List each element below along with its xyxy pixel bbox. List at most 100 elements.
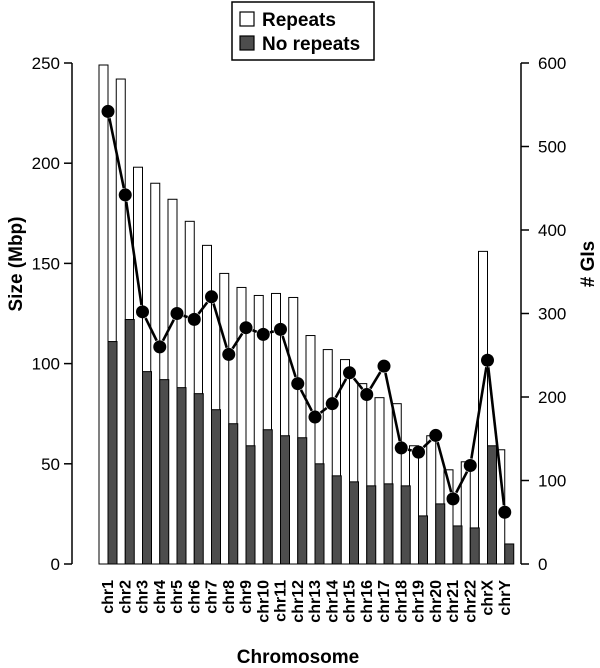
- gis-point-chr16: [360, 387, 374, 401]
- gis-point-chr22: [463, 458, 477, 472]
- category-label-chr15: chr15: [342, 580, 359, 623]
- category-label-chrY: chrY: [497, 580, 514, 616]
- gis-point-chr20: [429, 428, 443, 442]
- right-tick-label: 300: [538, 305, 566, 324]
- gis-line-series: [101, 104, 512, 519]
- gis-point-chr7: [205, 290, 218, 304]
- bar-repeats-chr11: [271, 292, 281, 565]
- gis-line-segment: [124, 201, 143, 306]
- gis-line-segment: [334, 378, 348, 399]
- y-axis-title: Size (Mbp): [6, 217, 27, 312]
- category-label-chr18: chr18: [393, 580, 410, 623]
- category-label-chr1: chr1: [100, 580, 117, 614]
- gis-line-segment: [183, 314, 189, 319]
- left-tick-label: 100: [32, 355, 60, 374]
- gis-line-segment: [470, 366, 488, 459]
- category-label-chr6: chr6: [186, 580, 203, 614]
- bar-no-repeats-chr4: [159, 379, 170, 565]
- category-label-chrX: chrX: [480, 580, 497, 616]
- right-tick-label: 500: [538, 138, 566, 157]
- bar-no-repeats-chr1: [107, 341, 118, 565]
- bar-no-repeats-chr5: [176, 387, 187, 565]
- bar-no-repeats-chr18: [400, 485, 411, 565]
- category-label-chr13: chr13: [307, 580, 324, 623]
- category-labels: chr1 chr2 chr3 chr4 chr5 chr6 chr7 chr8 chr9 chr1…: [100, 580, 514, 623]
- category-label-chr10: chr10: [255, 580, 272, 623]
- bar-no-repeats-chr16: [366, 485, 377, 565]
- category-label-chr8: chr8: [221, 580, 238, 614]
- left-tick-label: 250: [32, 54, 60, 73]
- bar-no-repeats-chr8: [228, 423, 239, 565]
- category-label-chr11: chr11: [273, 580, 290, 622]
- category-label-chr16: chr16: [359, 580, 376, 623]
- bar-no-repeats-chr3: [142, 371, 152, 565]
- gis-point-chr17: [377, 359, 391, 373]
- bar-no-repeats-chr14: [331, 475, 342, 565]
- category-label-chr9: chr9: [238, 580, 255, 614]
- gis-line-segment: [197, 301, 209, 315]
- bar-repeats-chr13: [305, 335, 316, 565]
- gis-point-chr4: [153, 340, 167, 354]
- repeats-bars: [98, 64, 506, 565]
- gis-line-segment: [352, 377, 364, 390]
- gis-line-segment: [212, 303, 228, 349]
- bar-no-repeats-chr20: [435, 503, 446, 565]
- legend-swatch-repeats: [239, 11, 255, 27]
- gis-line-segment: [486, 367, 506, 506]
- gis-line-segment: [231, 332, 244, 350]
- gis-line-segment: [407, 448, 413, 452]
- gis-point-chr15: [343, 366, 356, 380]
- category-label-chr19: chr19: [411, 580, 428, 623]
- right-axis: 0 100 200 300 400 500 600: [520, 54, 566, 574]
- bar-repeats-chr14: [322, 349, 333, 565]
- bar-repeats-chr19: [409, 445, 419, 565]
- gis-point-chr10: [256, 327, 270, 341]
- gis-line-segment: [299, 389, 313, 412]
- gis-point-chr21: [446, 492, 460, 506]
- category-label-chr12: chr12: [290, 580, 307, 623]
- bar-repeats-chr8: [219, 272, 230, 565]
- category-label-chr21: chr21: [445, 580, 462, 623]
- right-tick-label: 100: [538, 472, 566, 491]
- gis-line-segment: [369, 371, 382, 390]
- category-label-chr4: chr4: [152, 580, 169, 614]
- gis-line-segment: [455, 471, 469, 494]
- gis-point-chr11: [274, 322, 287, 336]
- bar-repeats-chr6: [184, 220, 195, 565]
- bar-no-repeats-chr6: [193, 393, 204, 565]
- bar-repeats-chr17: [374, 397, 385, 565]
- left-tick-label: 200: [32, 154, 60, 173]
- left-tick-label: 150: [32, 254, 60, 273]
- legend-box: [231, 1, 375, 61]
- gis-line-segment: [319, 406, 328, 414]
- gis-point-chr18: [394, 441, 408, 455]
- gis-line-segment: [252, 329, 258, 334]
- bar-repeats-chr12: [288, 296, 299, 565]
- bar-no-repeats-chr19: [418, 515, 428, 565]
- category-label-chr3: chr3: [135, 580, 152, 614]
- gis-line-segment: [108, 118, 126, 189]
- bar-no-repeats-chr7: [211, 409, 221, 565]
- category-label-chr2: chr2: [117, 580, 134, 614]
- legend-label-repeats: Repeats: [262, 10, 336, 31]
- gis-line-segment: [436, 441, 453, 493]
- gis-point-chr8: [222, 347, 236, 361]
- bar-repeats-chr5: [167, 198, 178, 565]
- gis-point-chr12: [291, 377, 305, 391]
- bar-repeats-chr16: [357, 383, 368, 565]
- bar-repeats-chr3: [133, 166, 143, 565]
- bar-no-repeats-chr15: [349, 481, 359, 565]
- gis-point-chr5: [170, 307, 184, 320]
- gis-line-segment: [269, 330, 275, 334]
- bar-no-repeats-chr22: [469, 527, 480, 565]
- gis-point-chrX: [481, 353, 494, 367]
- legend-swatch-no-repeats: [239, 35, 255, 51]
- bar-no-repeats-chr9: [245, 445, 256, 565]
- bar-no-repeats-chr21: [452, 525, 463, 565]
- left-tick-label: 0: [51, 555, 60, 574]
- y2-axis-title: # GIs: [578, 241, 599, 287]
- bar-repeats-chr4: [150, 182, 161, 565]
- category-label-chr7: chr7: [204, 580, 221, 614]
- right-tick-label: 200: [538, 388, 566, 407]
